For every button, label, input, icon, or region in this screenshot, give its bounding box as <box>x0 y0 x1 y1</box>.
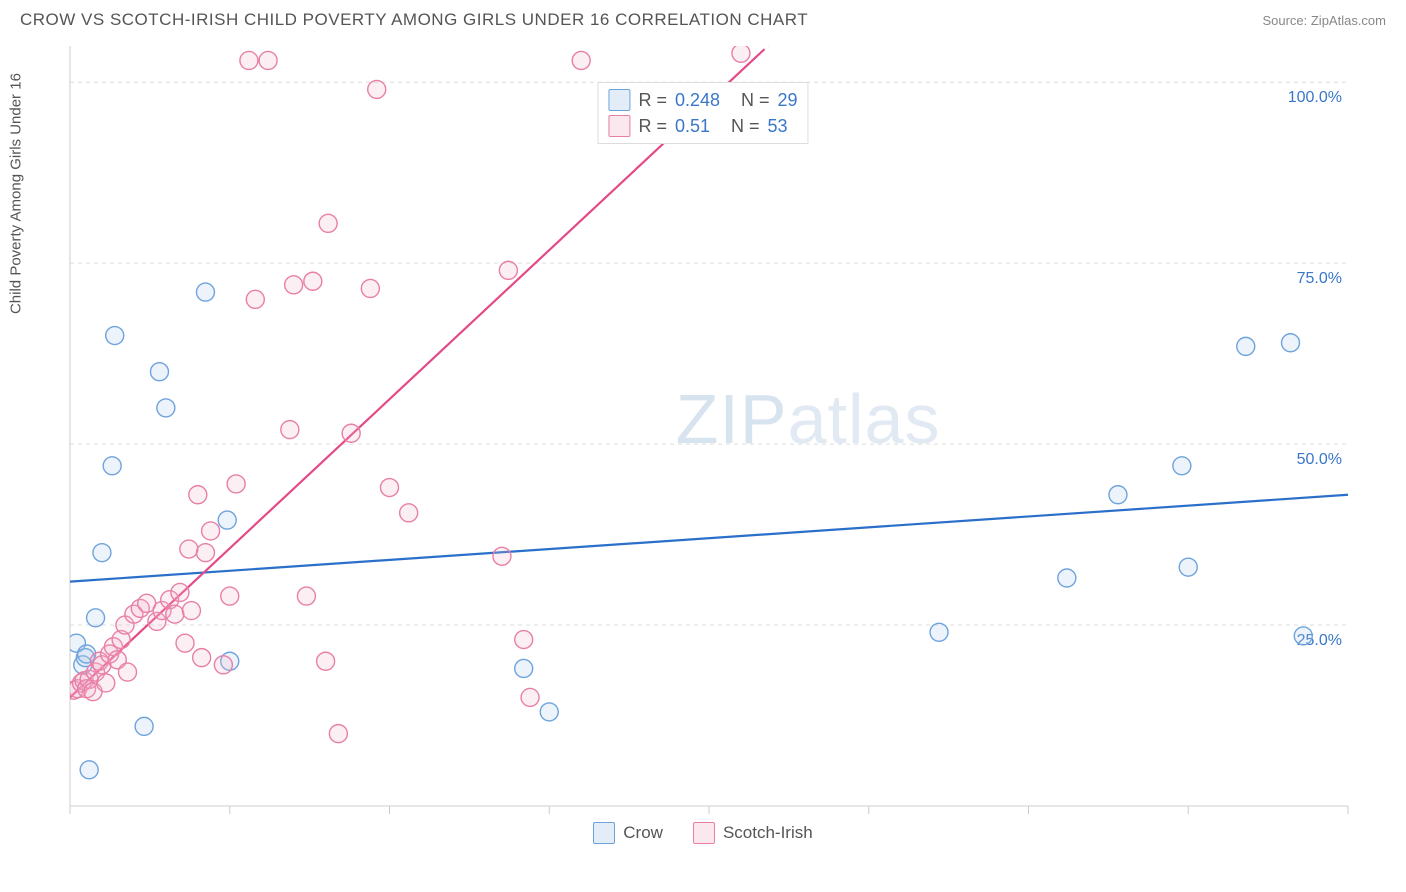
series-legend: Crow Scotch-Irish <box>0 822 1406 844</box>
n-value-scotch-irish: 53 <box>768 116 788 137</box>
svg-text:50.0%: 50.0% <box>1297 451 1342 468</box>
source-label: Source: ZipAtlas.com <box>1262 13 1386 28</box>
swatch-crow <box>608 89 630 111</box>
swatch-crow-icon <box>593 822 615 844</box>
r-value-scotch-irish: 0.51 <box>675 116 710 137</box>
legend-row-scotch-irish: R = 0.51 N = 53 <box>608 113 797 139</box>
y-axis-label: Child Poverty Among Girls Under 16 <box>8 73 25 314</box>
chart-header: CROW VS SCOTCH-IRISH CHILD POVERTY AMONG… <box>0 0 1406 36</box>
svg-text:100.0%: 100.0% <box>1288 89 1342 106</box>
r-value-crow: 0.248 <box>675 90 720 111</box>
chart-title: CROW VS SCOTCH-IRISH CHILD POVERTY AMONG… <box>20 10 808 30</box>
svg-text:75.0%: 75.0% <box>1297 270 1342 287</box>
legend-item-crow: Crow <box>593 822 663 844</box>
swatch-scotch-irish <box>608 115 630 137</box>
swatch-scotch-irish-icon <box>693 822 715 844</box>
correlation-scatter-chart: 25.0%50.0%75.0%100.0%0.0%100.0% <box>20 36 1350 816</box>
chart-container: Child Poverty Among Girls Under 16 25.0%… <box>20 36 1386 816</box>
n-value-crow: 29 <box>778 90 798 111</box>
correlation-legend: R = 0.248 N = 29 R = 0.51 N = 53 <box>597 82 808 144</box>
source-link[interactable]: ZipAtlas.com <box>1311 13 1386 28</box>
legend-item-scotch-irish: Scotch-Irish <box>693 822 813 844</box>
legend-row-crow: R = 0.248 N = 29 <box>608 87 797 113</box>
